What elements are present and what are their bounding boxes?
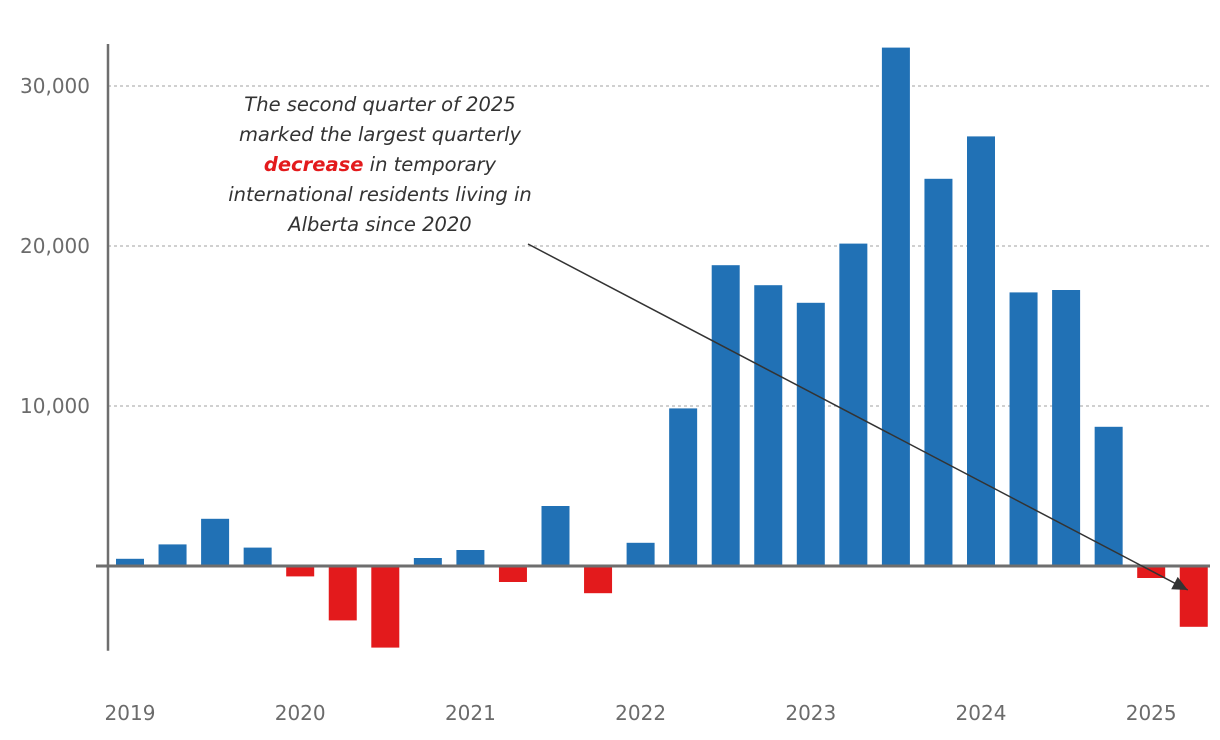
x-tick-label: 2025 xyxy=(1126,701,1177,725)
bar-2019-q3 xyxy=(201,518,230,566)
y-tick-label: 10,000 xyxy=(20,394,90,418)
bar-2021-q2 xyxy=(498,566,527,582)
annotation-arrow xyxy=(527,243,1189,591)
bar-2020-q4 xyxy=(413,558,442,566)
bar-2023-q2 xyxy=(839,243,868,566)
axes xyxy=(96,44,1210,651)
bar-2022-q3 xyxy=(711,265,740,566)
y-tick-label: 20,000 xyxy=(20,234,90,258)
annotation-line-3-rest: in temporary xyxy=(363,153,497,176)
x-tick-label: 2024 xyxy=(956,701,1007,725)
x-tick-label: 2020 xyxy=(275,701,326,725)
bar-2019-q2 xyxy=(158,544,187,566)
bar-2024-q2 xyxy=(1009,292,1038,566)
bar-2019-q4 xyxy=(243,547,272,566)
bar-2023-q3 xyxy=(881,47,910,567)
bar-2023-q1 xyxy=(796,302,825,566)
x-tick-label: 2021 xyxy=(445,701,496,725)
x-tick-label: 2019 xyxy=(105,701,156,725)
bar-2022-q4 xyxy=(754,285,783,566)
bars xyxy=(116,47,1208,648)
y-tick-labels: 30,000 20,000 10,000 xyxy=(20,74,90,418)
y-tick-label: 30,000 xyxy=(20,74,90,98)
annotation-line-3: decrease in temporary xyxy=(190,150,570,180)
arrow-line xyxy=(527,243,1189,591)
annotation-line-1: The second quarter of 2025 xyxy=(244,93,516,116)
annotation-highlight: decrease xyxy=(263,153,364,176)
bar-2023-q4 xyxy=(924,178,953,567)
x-tick-labels: 2019 2020 2021 2022 2023 2024 2025 xyxy=(105,701,1177,725)
bar-2020-q3 xyxy=(371,566,400,648)
bar-2022-q1 xyxy=(626,542,655,566)
x-tick-label: 2022 xyxy=(615,701,666,725)
annotation-text: The second quarter of 2025 marked the la… xyxy=(190,90,570,240)
annotation-line-5: Alberta since 2020 xyxy=(288,213,472,236)
bar-2024-q4 xyxy=(1094,426,1123,566)
bar-2019-q1 xyxy=(116,558,144,566)
bar-2020-q1 xyxy=(286,566,315,577)
bar-2021-q1 xyxy=(456,550,485,566)
bar-2022-q2 xyxy=(669,408,698,566)
bar-2024-q3 xyxy=(1052,290,1081,566)
bar-2024-q1 xyxy=(967,136,995,566)
x-tick-label: 2023 xyxy=(785,701,836,725)
bar-2020-q2 xyxy=(328,566,357,621)
bar-2021-q3 xyxy=(541,506,570,566)
annotation-line-4: international residents living in xyxy=(228,183,532,206)
annotation-line-2: marked the largest quarterly xyxy=(238,123,522,146)
bar-2025-q2 xyxy=(1179,566,1208,627)
bar-2021-q4 xyxy=(584,566,613,594)
arrow-head xyxy=(1171,576,1188,590)
